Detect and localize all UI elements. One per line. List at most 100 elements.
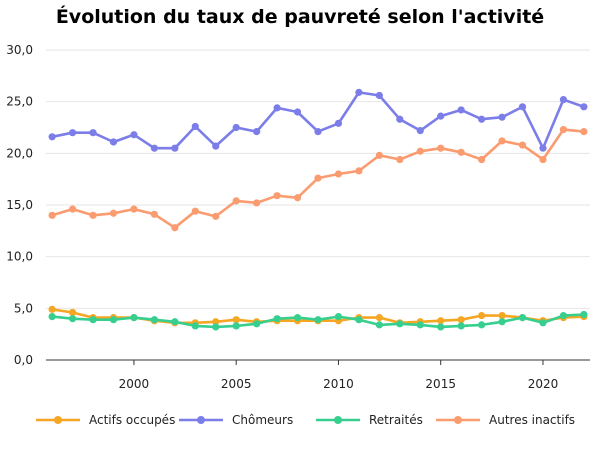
data-point-autres-inactifs (457, 148, 465, 156)
data-point-retraites (457, 322, 465, 330)
data-point-retraites (375, 321, 383, 329)
legend-swatch-marker-actifs-occupes (54, 416, 62, 424)
data-point-chomeurs (212, 142, 220, 150)
data-point-chomeurs (232, 123, 240, 132)
data-point-chomeurs (130, 131, 138, 139)
data-point-chomeurs (559, 96, 568, 104)
y-tick-label: 5,0 (14, 301, 33, 315)
data-point-retraites (130, 314, 138, 322)
data-point-retraites (48, 313, 56, 321)
data-point-retraites (212, 323, 220, 331)
data-point-chomeurs (253, 128, 261, 136)
data-point-chomeurs (498, 113, 506, 121)
data-point-actifs-occupes (437, 317, 445, 325)
data-point-chomeurs (375, 91, 383, 100)
data-point-retraites (109, 316, 118, 324)
legend-label-retraites: Retraités (369, 413, 423, 427)
data-point-retraites (396, 320, 404, 328)
data-point-autres-inactifs (89, 211, 97, 219)
data-point-autres-inactifs (375, 151, 383, 159)
data-point-autres-inactifs (498, 137, 506, 145)
data-point-autres-inactifs (130, 205, 138, 213)
x-tick-label: 2015 (425, 377, 456, 391)
data-point-autres-inactifs (539, 155, 547, 164)
data-point-retraites (89, 316, 97, 324)
data-point-autres-inactifs (580, 128, 588, 136)
data-point-retraites (191, 322, 199, 330)
y-tick-label: 10,0 (6, 250, 33, 264)
data-point-chomeurs (68, 129, 77, 137)
data-point-autres-inactifs (355, 167, 363, 175)
data-point-autres-inactifs (518, 141, 527, 149)
data-point-autres-inactifs (109, 209, 118, 217)
data-point-retraites (355, 316, 363, 324)
data-point-chomeurs (539, 144, 547, 152)
data-point-chomeurs (334, 119, 343, 127)
data-point-autres-inactifs (559, 125, 568, 134)
y-tick-label: 30,0 (6, 43, 33, 57)
data-point-autres-inactifs (396, 155, 404, 164)
x-tick-label: 2000 (119, 377, 150, 391)
data-point-chomeurs (89, 129, 97, 137)
data-point-chomeurs (437, 112, 445, 120)
data-point-retraites (437, 323, 445, 331)
data-point-actifs-occupes (212, 318, 220, 326)
legend-swatch-marker-autres-inactifs (454, 416, 462, 424)
data-point-retraites (150, 316, 158, 324)
data-point-chomeurs (109, 138, 118, 146)
data-point-actifs-occupes (457, 316, 465, 324)
data-point-retraites (559, 311, 568, 320)
x-tick-label: 2005 (221, 377, 252, 391)
data-point-chomeurs (355, 88, 363, 96)
data-point-autres-inactifs (293, 194, 302, 202)
legend-swatch-marker-retraites (334, 416, 342, 424)
y-tick-label: 0,0 (14, 353, 33, 367)
data-point-retraites (253, 320, 261, 328)
data-point-autres-inactifs (437, 144, 445, 152)
data-point-retraites (518, 314, 527, 322)
data-point-autres-inactifs (212, 212, 220, 220)
data-point-retraites (68, 315, 77, 323)
data-point-retraites (232, 322, 240, 330)
data-point-autres-inactifs (478, 155, 486, 164)
data-point-retraites (416, 321, 424, 329)
data-point-chomeurs (396, 115, 404, 123)
data-point-retraites (539, 319, 547, 327)
data-point-actifs-occupes (375, 314, 383, 322)
data-point-chomeurs (48, 133, 56, 141)
data-point-retraites (314, 316, 322, 324)
data-point-chomeurs (478, 115, 486, 123)
y-tick-label: 25,0 (6, 95, 33, 109)
legend-label-autres-inactifs: Autres inactifs (489, 413, 575, 427)
data-point-chomeurs (314, 128, 322, 136)
x-tick-label: 2020 (528, 377, 559, 391)
data-point-chomeurs (150, 144, 158, 152)
data-point-chomeurs (273, 104, 281, 112)
data-point-retraites (478, 321, 486, 329)
legend-swatch-marker-chomeurs (197, 416, 205, 424)
data-point-actifs-occupes (498, 311, 506, 320)
data-point-chomeurs (171, 144, 179, 152)
legend-label-actifs-occupes: Actifs occupés (89, 413, 175, 427)
data-point-chomeurs (416, 127, 424, 135)
data-point-autres-inactifs (416, 147, 424, 155)
data-point-chomeurs (293, 108, 302, 116)
data-point-autres-inactifs (171, 224, 179, 232)
data-point-autres-inactifs (232, 197, 240, 205)
data-point-retraites (273, 315, 281, 323)
data-point-autres-inactifs (191, 207, 199, 215)
data-point-chomeurs (457, 106, 465, 114)
data-point-autres-inactifs (150, 210, 158, 218)
data-point-chomeurs (580, 103, 588, 111)
data-point-retraites (580, 310, 588, 319)
data-point-actifs-occupes (478, 311, 486, 320)
data-point-autres-inactifs (273, 192, 281, 200)
x-tick-label: 2010 (323, 377, 354, 391)
data-point-retraites (498, 318, 506, 326)
data-point-retraites (171, 318, 179, 326)
legend-label-chomeurs: Chômeurs (232, 413, 293, 427)
chart-title: Évolution du taux de pauvreté selon l'ac… (55, 6, 545, 28)
data-point-autres-inactifs (253, 199, 261, 207)
